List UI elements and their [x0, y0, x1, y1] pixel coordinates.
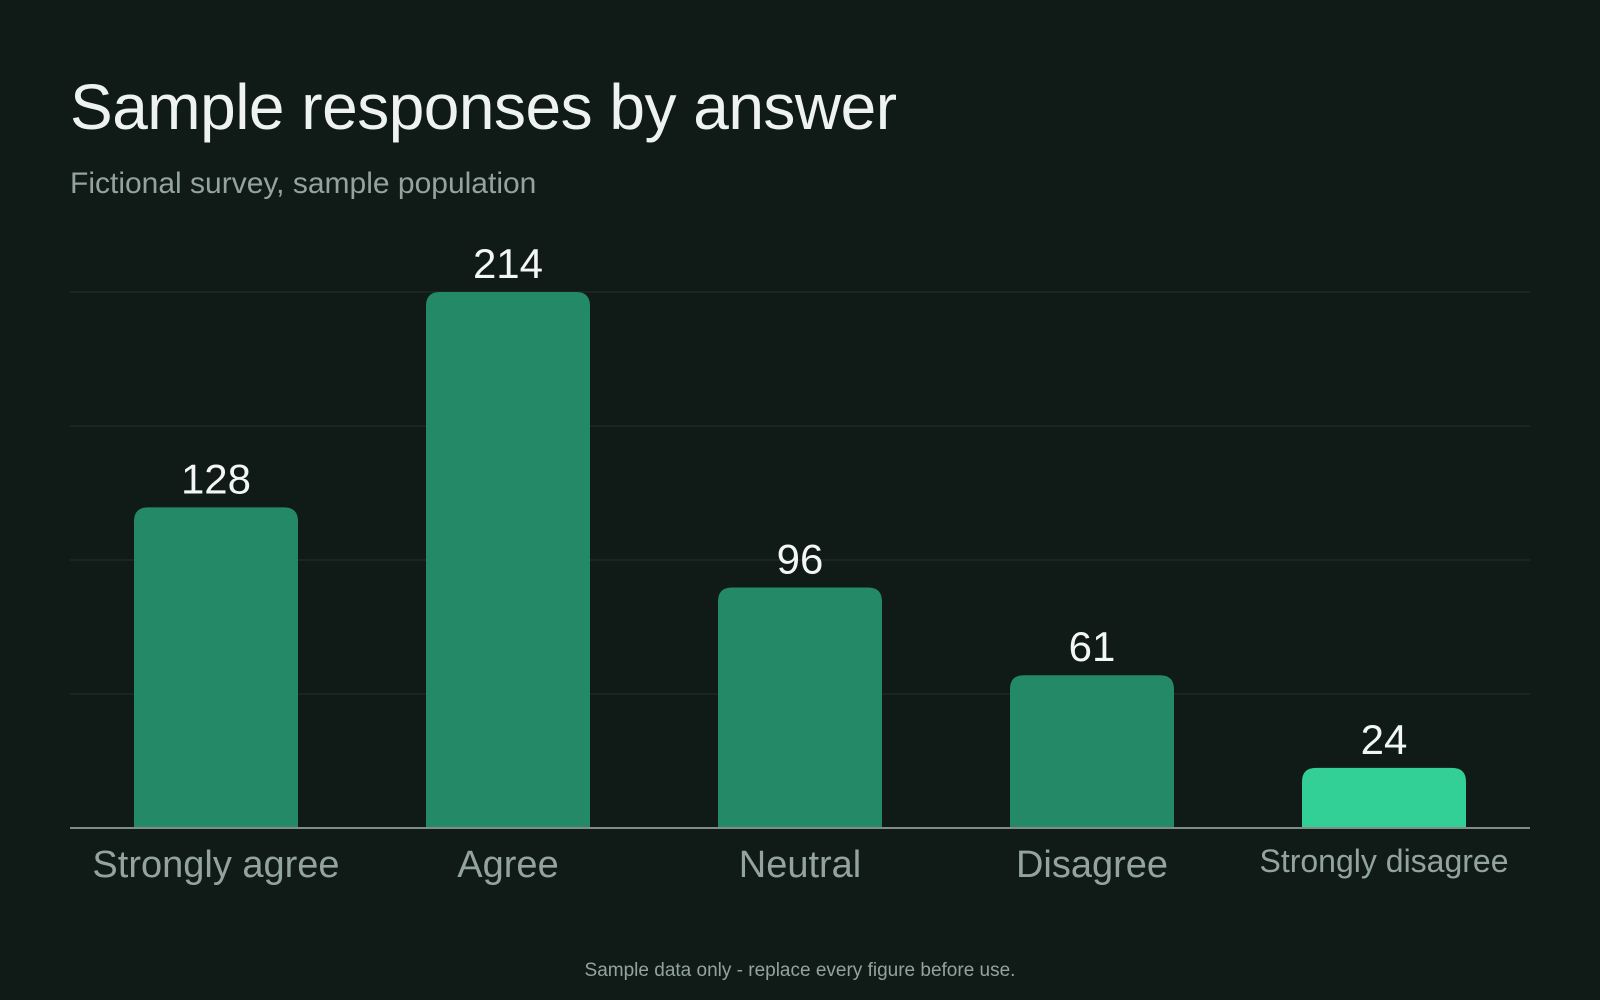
page-title: Sample responses by answer [70, 71, 897, 143]
bar-strongly-disagree [1302, 767, 1466, 828]
footnote: Sample data only - replace every figure … [584, 960, 1016, 981]
page-subtitle: Fictional survey, sample population [70, 167, 537, 200]
value-label: 61 [1069, 623, 1116, 670]
value-label: 128 [181, 455, 251, 502]
category-label: Strongly agree [92, 844, 339, 886]
category-label: Strongly disagree [1259, 843, 1508, 879]
bar-strongly-agree [134, 507, 298, 828]
bar-neutral [718, 587, 882, 828]
category-label: Disagree [1016, 844, 1168, 886]
value-label: 96 [777, 536, 824, 583]
category-label: Agree [457, 844, 558, 886]
value-label: 24 [1361, 716, 1408, 763]
bar-disagree [1010, 675, 1174, 828]
category-label: Neutral [739, 844, 862, 886]
bar-agree [426, 292, 590, 828]
value-label: 214 [473, 240, 543, 287]
